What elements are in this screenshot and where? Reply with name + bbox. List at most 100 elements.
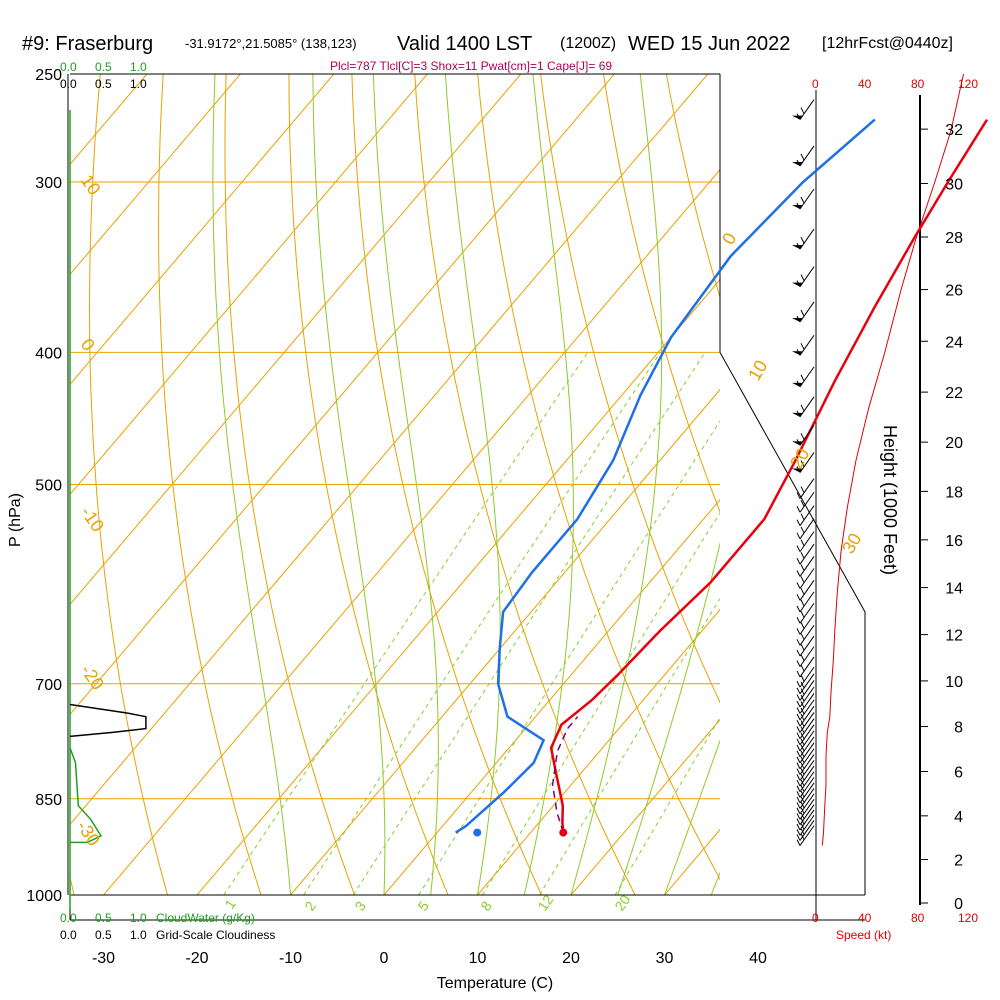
wind-barb-feather	[796, 829, 801, 836]
wind-barb-feather	[796, 680, 801, 688]
height-tick-label: 4	[954, 809, 963, 826]
wind-barb-feather	[796, 617, 801, 624]
wind-barb-feather	[800, 576, 805, 583]
wind-barb-feather	[800, 513, 805, 520]
isotherm-label: -10	[77, 503, 108, 536]
wind-barb-feather	[800, 654, 805, 661]
cloudiness-scale-label: Grid-Scale Cloudiness	[156, 928, 275, 942]
wind-barb-feather	[800, 564, 805, 571]
wind-barb-feather	[800, 633, 805, 640]
wind-barb	[799, 366, 815, 388]
temperature-tick-label: 20	[562, 950, 580, 967]
wind-barb-feather	[800, 107, 805, 114]
height-tick-label: 14	[945, 581, 963, 598]
mixing-ratio-label: 1	[221, 896, 239, 912]
wind-barb-feather	[796, 785, 801, 792]
wind-barb-pennant	[792, 245, 802, 250]
wind-barb	[799, 452, 815, 473]
grid-layer	[70, 74, 720, 895]
wind-barb-pennant	[792, 382, 802, 387]
cloudiness-profile	[69, 703, 147, 738]
wind-barb	[799, 228, 815, 250]
height-tick-label: 10	[945, 674, 963, 691]
top-speed-tick-1: 40	[858, 77, 872, 91]
wind-barb	[799, 335, 815, 356]
wind-barb-feather	[800, 833, 805, 840]
wind-barb	[799, 825, 815, 846]
valid-date: WED 15 Jun 2022	[628, 33, 790, 55]
wind-barb-feather	[796, 813, 801, 820]
pressure-tick-label: 850	[35, 792, 62, 809]
moist-adiabat	[617, 541, 720, 895]
wind-barb	[799, 614, 815, 635]
isotherm-label: -20	[77, 661, 108, 694]
temperature-tick-label: 30	[656, 950, 674, 967]
wind-barb-feather	[796, 791, 801, 798]
isotherm-line	[383, 498, 720, 895]
temperature-tick-label: 10	[469, 950, 487, 967]
wind-barb-feather	[800, 768, 805, 775]
wind-barb-feather	[800, 611, 805, 618]
dry-adiabat	[224, 74, 355, 895]
wind-barb-feather	[796, 762, 801, 769]
wind-barb-feather	[796, 774, 801, 781]
wind-barb-feather	[796, 719, 801, 727]
isotherm-line	[70, 74, 335, 386]
wind-barb-feather	[800, 236, 805, 244]
top-cloudwater-tick-1: 0.5	[95, 60, 112, 74]
bottom-cloudiness-tick-2: 1.0	[130, 928, 147, 942]
wind-barb	[799, 505, 815, 526]
wind-barb-feather	[796, 768, 801, 775]
wind-barb-feather	[800, 526, 805, 534]
dewpoint-line	[455, 118, 876, 834]
wind-barb-pennant	[792, 468, 802, 473]
mixing-ratio-label: 3	[351, 898, 369, 914]
wind-barb-feather	[800, 744, 805, 752]
isotherm-line	[477, 608, 720, 895]
wind-barb	[799, 99, 815, 120]
zulu-time: (1200Z)	[560, 35, 616, 52]
pressure-tick-label: 300	[35, 175, 62, 192]
wind-barb-pennant	[792, 282, 802, 287]
tropo-edge	[719, 352, 866, 895]
wind-barb-feather	[800, 828, 805, 835]
wind-barb-feather	[796, 545, 801, 552]
dry-adiabat	[158, 74, 262, 895]
wind-barb-feather	[796, 779, 801, 787]
mixing-ratio-line	[418, 420, 720, 895]
height-tick-label: 0	[954, 896, 963, 913]
temperature-tick-label: 0	[380, 950, 389, 967]
wind-barb-feather	[796, 519, 801, 526]
moist-adiabat	[372, 74, 439, 895]
wind-barb-feather	[796, 687, 801, 695]
wind-barb-pennant	[792, 204, 802, 209]
isotherm-label: -30	[73, 817, 104, 850]
wind-barb	[799, 491, 815, 513]
moist-adiabat	[523, 74, 574, 895]
wind-barb	[799, 425, 815, 446]
height-tick-label: 8	[954, 720, 963, 737]
cloudwater-scale-label: CloudWater (g/Kg)	[156, 911, 255, 925]
wind-barb-feather	[796, 818, 801, 825]
wind-barb	[799, 518, 815, 540]
wind-barb-feather	[796, 807, 801, 815]
wind-barb-feather	[796, 839, 801, 846]
wind-barb-pennant	[792, 317, 802, 322]
wind-barb-feather	[800, 762, 805, 769]
bottom-speed-tick-3: 120	[958, 911, 978, 925]
stability-indices: Plcl=787 Tlcl[C]=3 Shox=11 Pwat[cm]=1 Ca…	[330, 59, 612, 73]
y-axis-label: P (hPa)	[7, 493, 24, 547]
isotherm-label: 30	[838, 530, 865, 557]
wind-barb-feather	[800, 713, 805, 721]
mixing-ratio-label: 5	[414, 898, 432, 914]
moist-adiabat	[570, 74, 663, 895]
dry-adiabat	[603, 74, 720, 514]
speed-axis-label: Speed (kt)	[836, 928, 891, 942]
wind-barb-feather	[800, 694, 805, 702]
wind-barb-feather	[796, 649, 801, 657]
wind-barb	[799, 396, 815, 418]
wind-barb-feather	[800, 773, 805, 781]
wind-barb-feather	[796, 756, 801, 764]
wind-barb-feather	[796, 628, 801, 635]
